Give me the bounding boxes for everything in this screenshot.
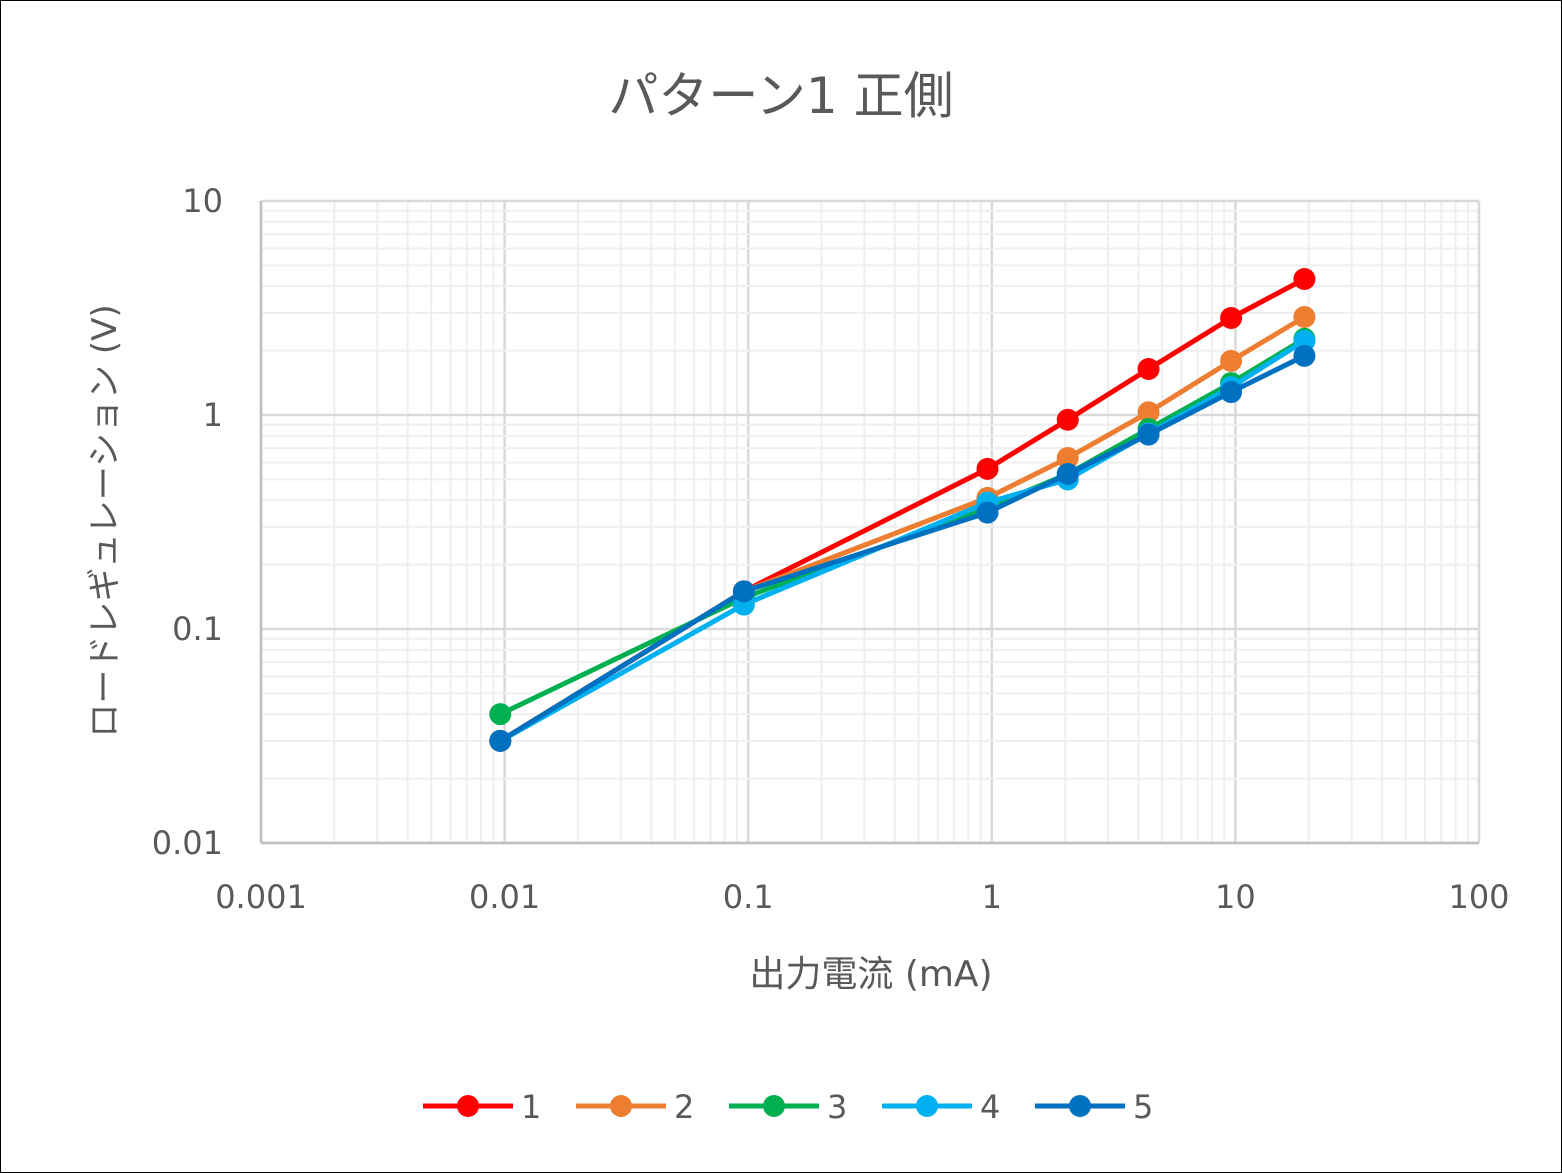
data-point — [976, 457, 999, 480]
x-tick-label: 0.1 — [723, 878, 774, 916]
data-point — [1293, 306, 1316, 329]
legend-label: 3 — [827, 1088, 847, 1126]
data-point — [1220, 349, 1243, 372]
data-point — [1056, 446, 1079, 469]
legend-item-1: 1 — [423, 1088, 541, 1126]
data-point — [489, 703, 512, 726]
data-point — [1137, 401, 1160, 424]
series-group — [489, 268, 1316, 752]
chart-title: パターン1 正側 — [608, 67, 953, 125]
series-2 — [489, 306, 1316, 752]
data-point — [1220, 306, 1243, 329]
legend-label: 4 — [980, 1088, 1000, 1126]
x-tick-label: 1 — [982, 878, 1002, 916]
tick-labels: 0.001 0.01 0.1 1 10 100 0.01 0.1 1 10 — [152, 182, 1510, 916]
data-point — [1056, 463, 1079, 486]
legend-label: 2 — [674, 1088, 694, 1126]
x-tick-label: 100 — [1448, 878, 1509, 916]
legend-marker — [610, 1095, 632, 1117]
data-point — [489, 729, 512, 752]
gridlines — [259, 199, 1481, 845]
legend-item-2: 2 — [576, 1088, 694, 1126]
data-point — [1293, 344, 1316, 367]
legend-item-4: 4 — [882, 1088, 1000, 1126]
legend-item-5: 5 — [1035, 1088, 1153, 1126]
legend: 1 2 3 4 5 — [423, 1088, 1153, 1126]
legend-label: 5 — [1133, 1088, 1153, 1126]
data-point — [1220, 381, 1243, 404]
legend-marker — [916, 1095, 938, 1117]
legend-label: 1 — [521, 1088, 541, 1126]
y-tick-label: 10 — [182, 182, 223, 220]
legend-item-3: 3 — [729, 1088, 847, 1126]
y-tick-label: 0.1 — [172, 610, 223, 648]
data-point — [976, 501, 999, 524]
legend-marker — [457, 1095, 479, 1117]
x-tick-label: 10 — [1215, 878, 1256, 916]
data-point — [1293, 268, 1316, 291]
y-axis-label: ロードレギュレーション (V) — [85, 304, 125, 737]
legend-marker — [763, 1095, 785, 1117]
data-point — [1056, 408, 1079, 431]
legend-marker — [1069, 1095, 1091, 1117]
x-tick-label: 0.001 — [215, 878, 307, 916]
y-tick-label: 0.01 — [152, 824, 223, 862]
data-point — [732, 580, 755, 603]
x-axis-label: 出力電流 (mA) — [749, 954, 992, 995]
data-point — [1137, 423, 1160, 446]
x-tick-label: 0.01 — [469, 878, 540, 916]
data-point — [1137, 358, 1160, 381]
series-5 — [489, 344, 1316, 752]
y-tick-label: 1 — [203, 396, 223, 434]
